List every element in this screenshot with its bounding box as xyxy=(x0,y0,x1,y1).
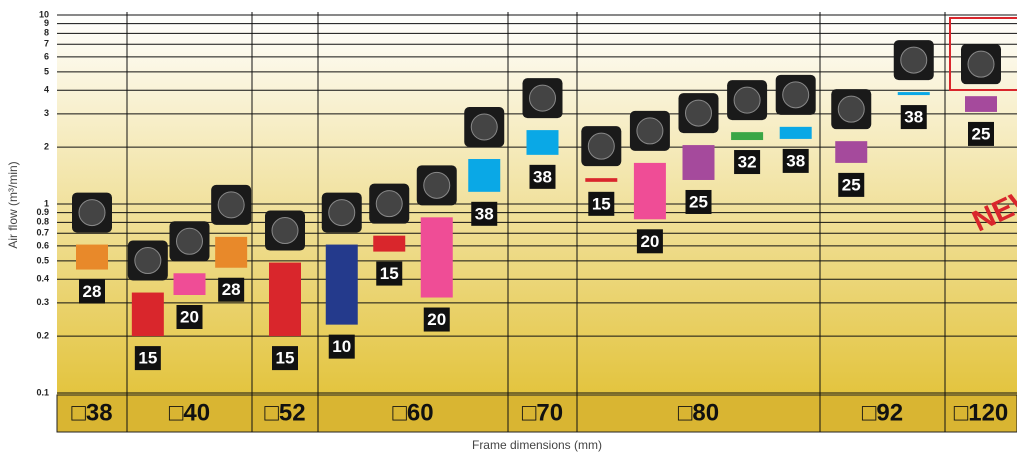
bar-label: 38 xyxy=(533,167,552,186)
y-tick-label: 1 xyxy=(44,198,49,208)
frame-label: □120 xyxy=(954,399,1009,426)
bar xyxy=(683,145,715,180)
y-tick-label: 10 xyxy=(39,9,49,19)
bar-label: 28 xyxy=(222,280,241,299)
fan-hub xyxy=(424,172,450,198)
fan-hub xyxy=(329,200,355,226)
fan-hub xyxy=(376,191,402,217)
frame-label: □60 xyxy=(392,399,433,426)
fan-hub xyxy=(838,96,864,122)
bar xyxy=(585,178,617,182)
fan-hub xyxy=(272,218,298,244)
bar xyxy=(269,263,301,337)
bar-label: 38 xyxy=(475,204,494,223)
y-tick-label: 3 xyxy=(44,108,49,118)
bar-label: 20 xyxy=(180,307,199,326)
frame-label: □80 xyxy=(678,399,719,426)
chart: Air flow (m³/min) Frame dimensions (mm) … xyxy=(0,0,1017,455)
bar-label: 25 xyxy=(689,192,708,211)
bar xyxy=(468,159,500,192)
y-tick-label: 0.6 xyxy=(36,240,49,250)
fan-hub xyxy=(530,85,556,111)
bar xyxy=(373,236,405,252)
bar-label: 28 xyxy=(83,282,102,301)
fan-hub xyxy=(901,47,927,73)
bar xyxy=(132,293,164,337)
bar-label: 20 xyxy=(640,232,659,251)
fan-hub xyxy=(218,192,244,218)
fan-hub xyxy=(968,51,994,77)
y-tick-label: 0.3 xyxy=(36,297,49,307)
y-tick-label: 5 xyxy=(44,66,49,76)
bar-label: 15 xyxy=(276,349,295,368)
y-tick-label: 0.4 xyxy=(36,274,49,284)
bar xyxy=(898,92,930,95)
bar-label: 20 xyxy=(427,310,446,329)
frame-label: □38 xyxy=(71,399,112,426)
y-tick-label: 6 xyxy=(44,51,49,61)
frame-label: □92 xyxy=(862,399,903,426)
bar-label: 15 xyxy=(138,349,157,368)
bar xyxy=(421,217,453,297)
frame-label: □52 xyxy=(264,399,305,426)
y-axis-title: Air flow (m³/min) xyxy=(6,161,20,248)
bar-label: 25 xyxy=(972,124,991,143)
bar-label: 32 xyxy=(738,153,757,172)
y-tick-label: 4 xyxy=(44,85,49,95)
y-tick-label: 0.2 xyxy=(36,330,49,340)
y-tick-label: 0.8 xyxy=(36,217,49,227)
fan-hub xyxy=(177,228,203,254)
y-tick-label: 7 xyxy=(44,39,49,49)
bar-label: 38 xyxy=(786,151,805,170)
bar xyxy=(215,237,247,268)
fan-hub xyxy=(79,200,105,226)
bar-label: 10 xyxy=(332,337,351,356)
bar xyxy=(731,132,763,140)
bar-label: 15 xyxy=(380,264,399,283)
y-tick-label: 0.1 xyxy=(36,387,49,397)
y-tick-label: 9 xyxy=(44,18,49,28)
fan-hub xyxy=(686,100,712,126)
bar xyxy=(527,130,559,155)
bar xyxy=(76,245,108,270)
fan-hub xyxy=(637,118,663,144)
y-tick-label: 0.7 xyxy=(36,228,49,238)
bar xyxy=(780,127,812,139)
frame-label: □40 xyxy=(169,399,210,426)
fan-hub xyxy=(588,133,614,159)
bar-label: 25 xyxy=(842,175,861,194)
bar-label: 15 xyxy=(592,194,611,213)
bar xyxy=(326,245,358,325)
bar-label: 38 xyxy=(904,108,923,127)
y-tick-label: 2 xyxy=(44,141,49,151)
fan-hub xyxy=(471,114,497,140)
bar xyxy=(634,163,666,219)
bar xyxy=(835,141,867,163)
x-axis-title: Frame dimensions (mm) xyxy=(472,438,602,452)
fan-hub xyxy=(734,87,760,113)
y-tick-label: 0.9 xyxy=(36,207,49,217)
bar xyxy=(174,273,206,295)
frame-label: □70 xyxy=(522,399,563,426)
bar xyxy=(965,96,997,112)
fan-hub xyxy=(783,82,809,108)
y-tick-label: 0.5 xyxy=(36,255,49,265)
y-tick-label: 8 xyxy=(44,28,49,38)
fan-hub xyxy=(135,248,161,274)
